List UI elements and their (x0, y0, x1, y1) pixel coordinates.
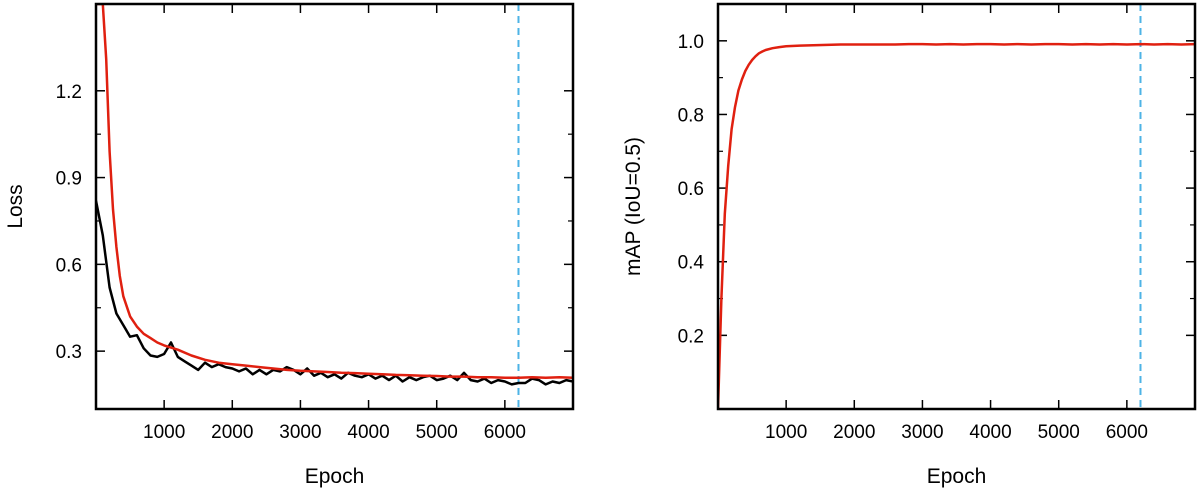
y-tick-label: 1.0 (678, 32, 704, 53)
x-tick-label: 4000 (347, 422, 389, 443)
plot-frame (716, 2, 1197, 411)
x-tick-label: 5000 (1038, 422, 1080, 443)
x-tick-label: 4000 (969, 422, 1011, 443)
series-line-1 (718, 42, 1195, 409)
series-line-2 (96, 4, 573, 380)
x-tick-label: 5000 (416, 422, 458, 443)
x-axis-label: Epoch (927, 465, 987, 488)
y-tick-label: 0.2 (678, 326, 704, 347)
x-axis-label: Epoch (305, 465, 365, 488)
chart-1: 1000 2000 3000 4000 5000 6000 0.3 0.6 0.9 1.2 Epoc… (4, 2, 575, 488)
x-tick-label: 1000 (765, 422, 807, 443)
y-axis-label: mAP (IoU=0.5) (622, 137, 645, 276)
y-tick-label: 0.8 (678, 105, 704, 126)
x-tick-label: 3000 (279, 422, 321, 443)
plot-frame (94, 2, 575, 411)
x-tick-label: 2000 (833, 422, 875, 443)
x-tick-label: 2000 (211, 422, 253, 443)
y-tick-label: 0.6 (678, 179, 704, 200)
y-tick-label: 1.2 (56, 82, 82, 103)
x-tick-label: 6000 (1106, 422, 1148, 443)
x-tick-label: 6000 (484, 422, 526, 443)
x-tick-label: 3000 (901, 422, 943, 443)
y-tick-label: 0.6 (56, 255, 82, 276)
y-tick-label: 0.4 (678, 253, 705, 274)
y-axis-label: Loss (4, 184, 27, 228)
chart-2: 1000 2000 3000 4000 5000 6000 0.2 0.4 0.6 0.8 1.0 E… (622, 2, 1197, 488)
y-tick-label: 0.9 (56, 169, 82, 190)
y-tick-label: 0.3 (56, 342, 82, 363)
series-line-1 (96, 200, 573, 386)
x-tick-label: 1000 (143, 422, 185, 443)
